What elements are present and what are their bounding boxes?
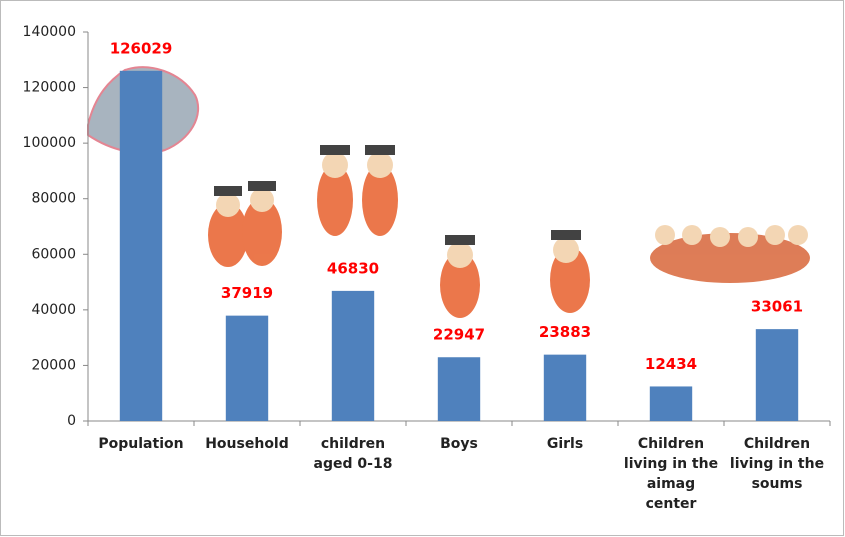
y-tick-label: 40000 <box>31 302 76 318</box>
data-label: 126029 <box>110 39 173 57</box>
x-tick-label: children aged 0-18 <box>313 436 393 472</box>
x-tick-label: Children living in the aimag center <box>623 436 719 512</box>
x-tick-label: Girls <box>546 436 584 452</box>
data-label: 46830 <box>327 259 379 277</box>
y-tick-label: 100000 <box>23 135 76 151</box>
data-label: 12434 <box>645 355 697 373</box>
bar <box>755 329 799 421</box>
bar <box>119 70 163 421</box>
x-tick-label: Household <box>205 436 289 452</box>
bar <box>649 386 693 421</box>
data-label: 22947 <box>433 326 485 344</box>
data-label: 33061 <box>751 298 803 316</box>
y-tick-label: 120000 <box>23 80 76 96</box>
y-tick-label: 60000 <box>31 246 76 262</box>
y-tick-label: 0 <box>67 413 76 429</box>
y-tick-label: 140000 <box>23 24 76 40</box>
data-label: 37919 <box>221 284 273 302</box>
bar <box>543 354 587 421</box>
y-tick-label: 20000 <box>31 357 76 373</box>
illustration <box>87 66 810 318</box>
bar <box>225 315 269 421</box>
bar <box>331 290 375 421</box>
bar <box>437 357 481 421</box>
data-label: 23883 <box>539 323 591 341</box>
x-tick-label: Children living in the soums <box>729 436 825 492</box>
y-tick-label: 80000 <box>31 191 76 207</box>
x-tick-label: Boys <box>440 436 478 452</box>
x-tick-label: Population <box>98 436 184 452</box>
